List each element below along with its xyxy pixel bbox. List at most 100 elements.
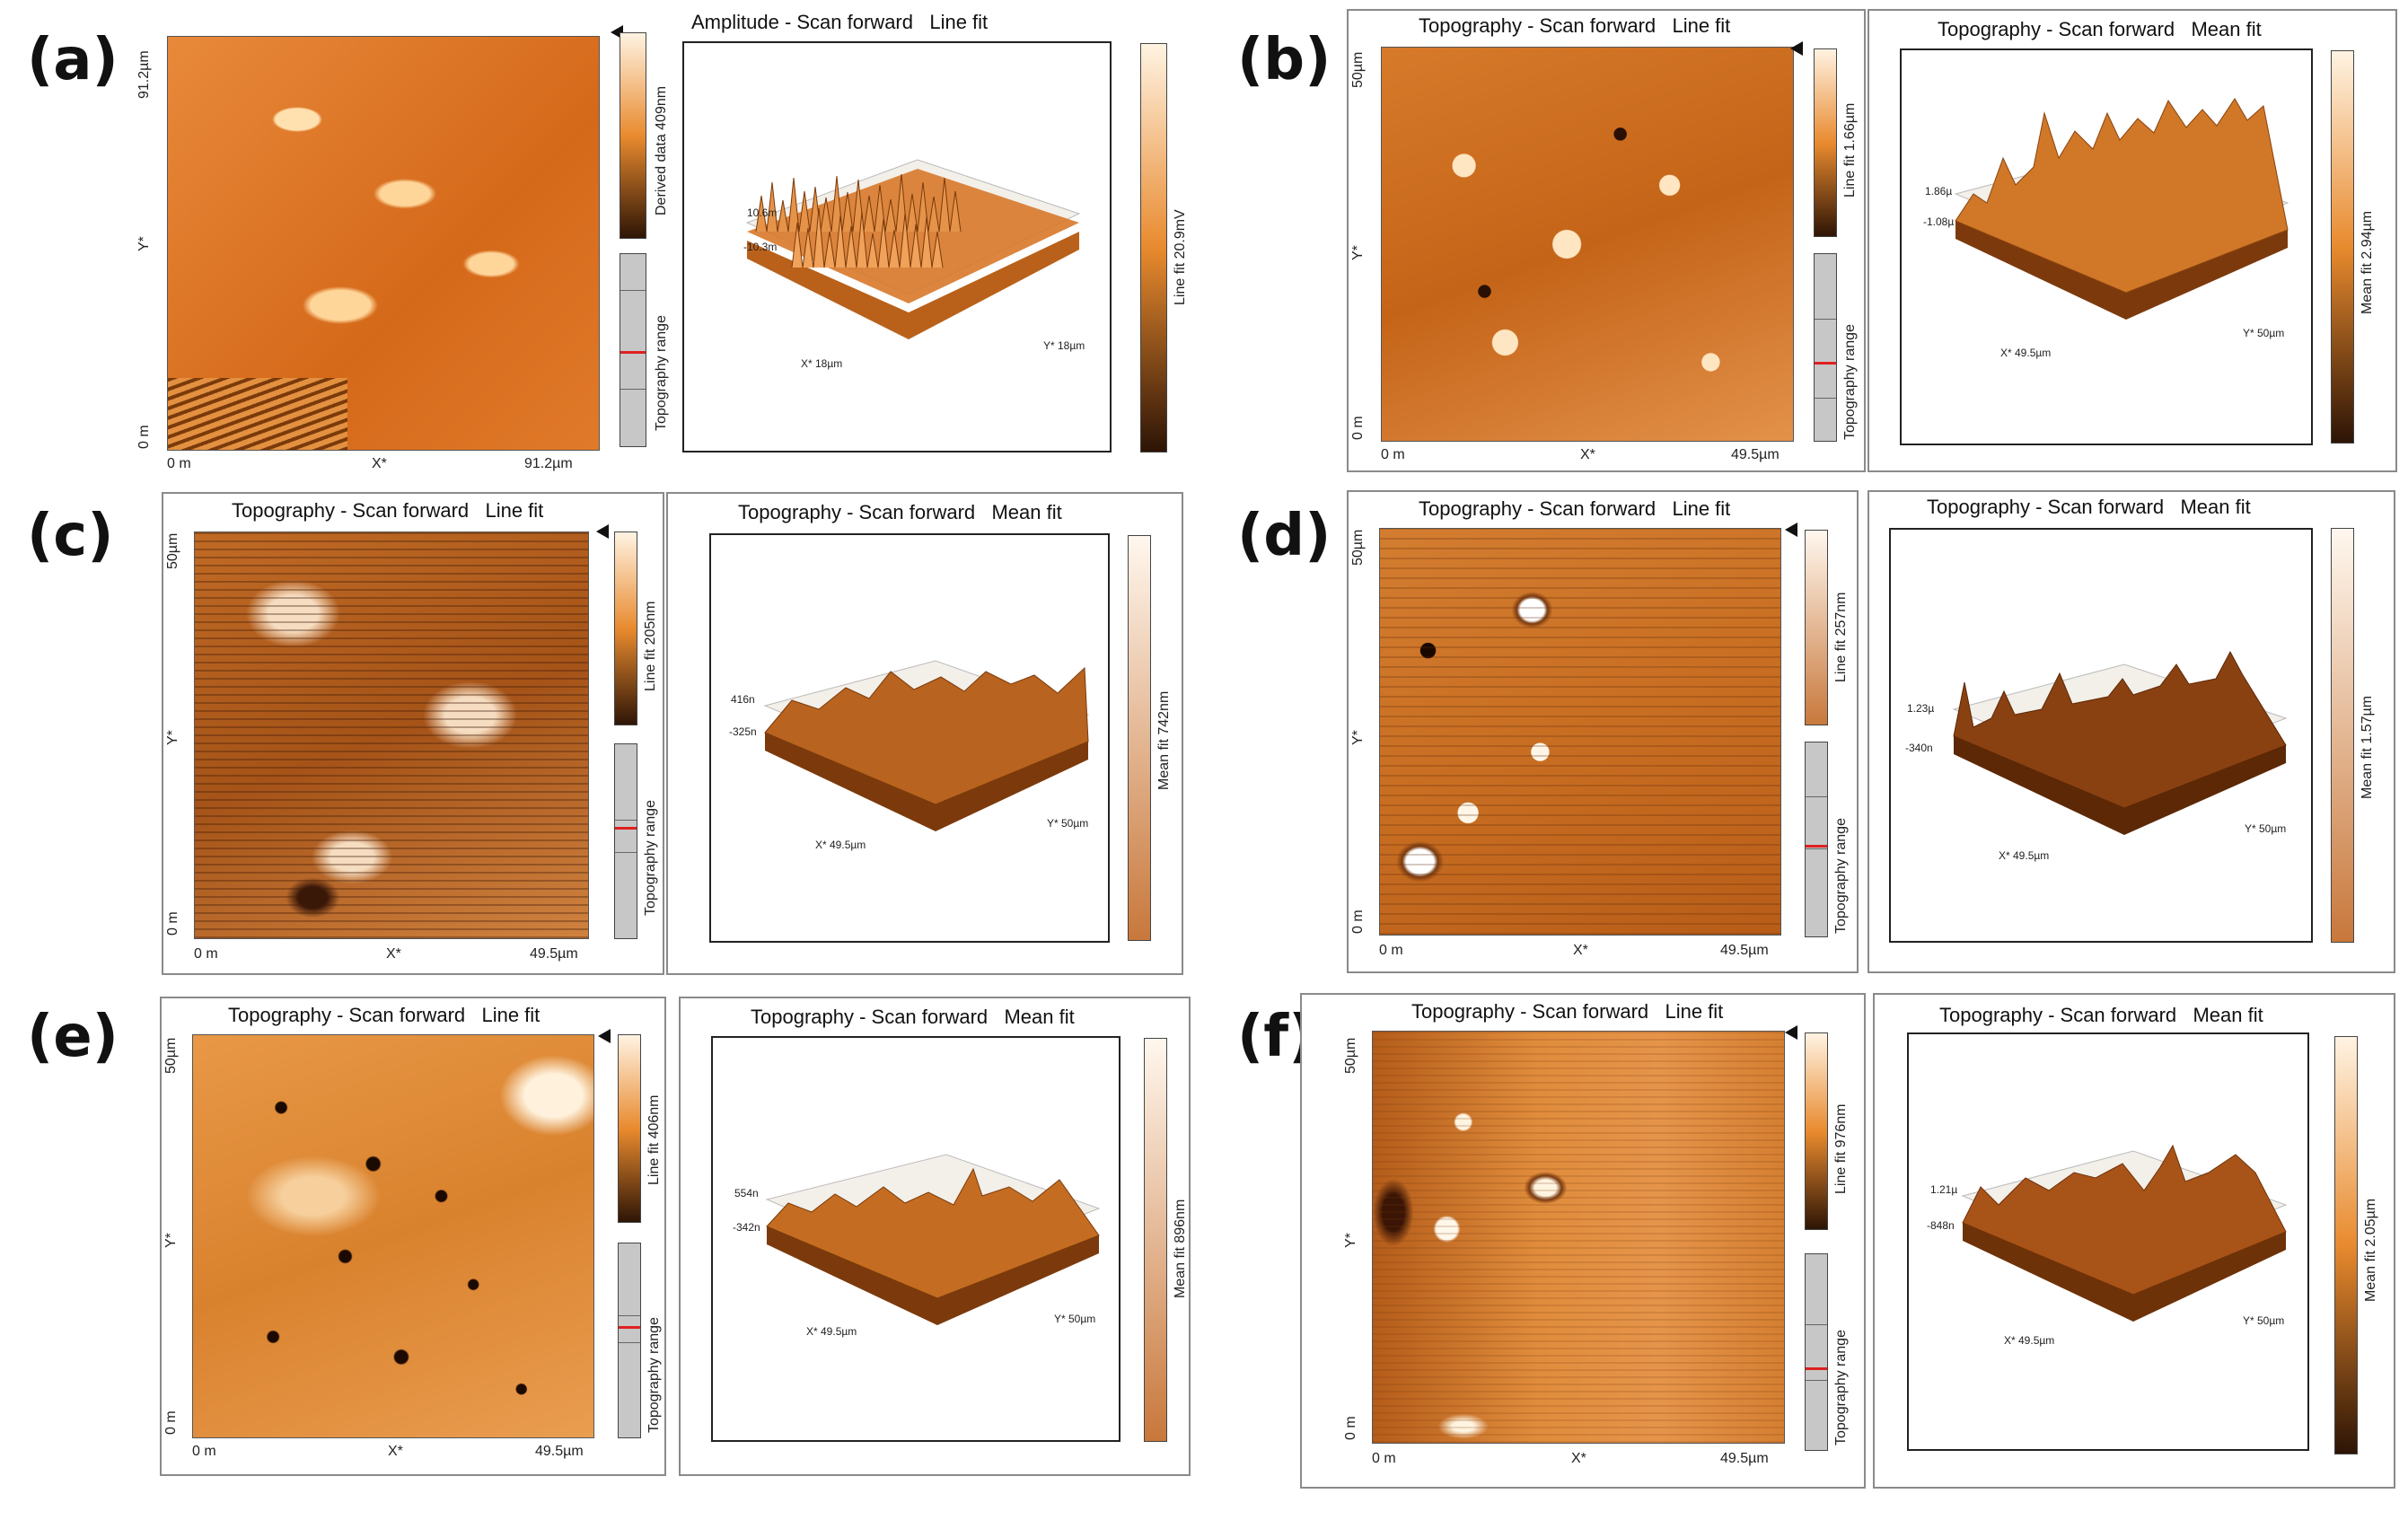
y-top-label-f: 50µm bbox=[1343, 1037, 1358, 1074]
panel-label-e: (e) bbox=[27, 1004, 119, 1070]
colorbar-f bbox=[1805, 1032, 1828, 1230]
afm-image-f bbox=[1372, 1031, 1785, 1444]
afm-image-a bbox=[167, 36, 600, 451]
x-axis-label-a: X* bbox=[372, 456, 387, 471]
colorbar-e bbox=[618, 1034, 641, 1223]
y-top-label-b: 50µm bbox=[1350, 51, 1366, 88]
panel-label-b: (b) bbox=[1237, 27, 1331, 93]
x-left-label-e: 0 m bbox=[192, 1444, 216, 1459]
panel-label-a: (a) bbox=[27, 27, 119, 93]
z-top-label-c: 416n bbox=[731, 693, 755, 706]
topography-range-d bbox=[1805, 742, 1828, 937]
left-title-d: Topography - Scan forward Line fit bbox=[1419, 497, 1731, 520]
surface-3d-e: 554n -342n X* 49.5µm Y* 50µm bbox=[711, 1036, 1121, 1442]
x-right-label-a: 91.2µm bbox=[524, 456, 573, 471]
right-title-c: Topography - Scan forward Mean fit bbox=[738, 501, 1062, 523]
marker-arrow-icon bbox=[1785, 1025, 1797, 1040]
surface-3d-f: 1.21µ -848n X* 49.5µm Y* 50µm bbox=[1907, 1032, 2309, 1451]
afm-image-b bbox=[1381, 47, 1794, 442]
x-axis-label-f: X* bbox=[1571, 1451, 1586, 1466]
colorbar-right-label-d: Mean fit 1.57µm bbox=[2360, 695, 2375, 799]
y-top-label-d: 50µm bbox=[1350, 529, 1366, 566]
y3d-label-b: Y* 50µm bbox=[2243, 327, 2285, 339]
afm-image-d bbox=[1379, 528, 1781, 936]
y-top-label-a: 91.2µm bbox=[136, 50, 152, 99]
right-title-a: Amplitude - Scan forward Line fit bbox=[691, 11, 989, 33]
colorbar-right-e bbox=[1144, 1038, 1167, 1442]
x3d-label-e: X* 49.5µm bbox=[806, 1325, 857, 1338]
surface-3d-c: 416n -325n X* 49.5µm Y* 50µm bbox=[709, 533, 1110, 943]
colorbar-right-label-f: Mean fit 2.05µm bbox=[2363, 1198, 2378, 1302]
colorbar-right-c bbox=[1128, 535, 1151, 941]
range-label-c: Topography range bbox=[643, 800, 658, 916]
x-right-label-e: 49.5µm bbox=[535, 1444, 584, 1459]
topography-range-c bbox=[614, 743, 637, 939]
x3d-label-c: X* 49.5µm bbox=[815, 839, 866, 851]
y-axis-label-a: Y* bbox=[136, 236, 152, 251]
z-top-label-e: 554n bbox=[734, 1187, 759, 1199]
left-title-e: Topography - Scan forward Line fit bbox=[228, 1004, 540, 1026]
right-title-f: Topography - Scan forward Mean fit bbox=[1939, 1004, 2263, 1026]
surface-3d-b: 1.86µ -1.08µ X* 49.5µm Y* 50µm bbox=[1900, 48, 2313, 445]
colorbar-right-label-b: Mean fit 2.94µm bbox=[2360, 210, 2375, 314]
y3d-label-c: Y* 50µm bbox=[1047, 817, 1089, 830]
x-axis-label-d: X* bbox=[1573, 943, 1588, 958]
afm-image-e bbox=[192, 1034, 594, 1438]
right-title-e: Topography - Scan forward Mean fit bbox=[751, 1006, 1075, 1028]
topography-range-f bbox=[1805, 1253, 1828, 1451]
x-right-label-c: 49.5µm bbox=[530, 946, 578, 962]
x-left-label-a: 0 m bbox=[167, 456, 191, 471]
colorbar-label-c: Line fit 205nm bbox=[643, 601, 658, 691]
z-bottom-label-b: -1.08µ bbox=[1923, 215, 1955, 228]
topography-range-e bbox=[618, 1243, 641, 1438]
range-label-a: Topography range bbox=[654, 315, 669, 431]
marker-arrow-icon bbox=[596, 524, 609, 539]
colorbar-label-a: Derived data 409nm bbox=[654, 85, 669, 215]
x3d-label-f: X* 49.5µm bbox=[2004, 1334, 2055, 1347]
marker-arrow-icon bbox=[1790, 41, 1803, 56]
y-axis-label-f: Y* bbox=[1343, 1233, 1358, 1248]
y-bottom-label-f: 0 m bbox=[1343, 1416, 1358, 1440]
x-right-label-f: 49.5µm bbox=[1720, 1451, 1769, 1466]
colorbar-right-label-c: Mean fit 742nm bbox=[1156, 690, 1172, 790]
x-right-label-d: 49.5µm bbox=[1720, 943, 1769, 958]
colorbar-right-d bbox=[2331, 528, 2354, 943]
right-title-b: Topography - Scan forward Mean fit bbox=[1938, 18, 2262, 40]
x3d-label-b: X* 49.5µm bbox=[2000, 347, 2052, 359]
z-top-label-d: 1.23µ bbox=[1907, 702, 1935, 715]
y3d-label-d: Y* 50µm bbox=[2245, 822, 2287, 835]
marker-arrow-icon bbox=[1785, 523, 1797, 537]
x3d-label-a: X* 18µm bbox=[801, 357, 843, 370]
colorbar-label-d: Line fit 257nm bbox=[1833, 592, 1849, 682]
y-bottom-label-e: 0 m bbox=[163, 1410, 179, 1435]
x-axis-label-e: X* bbox=[388, 1444, 403, 1459]
z-bottom-label-f: -848n bbox=[1927, 1219, 1955, 1232]
y-top-label-e: 50µm bbox=[163, 1037, 179, 1074]
x-left-label-f: 0 m bbox=[1372, 1451, 1396, 1466]
colorbar-c bbox=[614, 532, 637, 725]
z-top-label-a: 10.6m bbox=[747, 206, 778, 219]
left-title-c: Topography - Scan forward Line fit bbox=[232, 499, 544, 522]
y3d-label-a: Y* 18µm bbox=[1043, 339, 1085, 352]
topography-range-b bbox=[1814, 253, 1837, 442]
left-title-b: Topography - Scan forward Line fit bbox=[1419, 14, 1731, 37]
y-bottom-label-d: 0 m bbox=[1350, 909, 1366, 934]
x-axis-label-c: X* bbox=[386, 946, 401, 962]
z-top-label-f: 1.21µ bbox=[1930, 1183, 1958, 1196]
left-title-f: Topography - Scan forward Line fit bbox=[1411, 1000, 1724, 1023]
z-bottom-label-d: -340n bbox=[1905, 742, 1933, 754]
y-axis-label-c: Y* bbox=[165, 730, 180, 745]
right-title-d: Topography - Scan forward Mean fit bbox=[1927, 496, 2251, 518]
colorbar-a bbox=[620, 32, 646, 239]
panel-label-c: (c) bbox=[27, 503, 114, 569]
y-top-label-c: 50µm bbox=[165, 532, 180, 569]
range-label-f: Topography range bbox=[1833, 1330, 1849, 1445]
x-left-label-d: 0 m bbox=[1379, 943, 1403, 958]
y-bottom-label-a: 0 m bbox=[136, 425, 152, 449]
surface-3d-d: 1.23µ -340n X* 49.5µm Y* 50µm bbox=[1889, 528, 2313, 943]
y-bottom-label-c: 0 m bbox=[165, 911, 180, 936]
surface-3d-a: 10.6m -10.3m X* 18µm Y* 18µm bbox=[682, 41, 1112, 452]
topography-range-a bbox=[620, 253, 646, 447]
marker-arrow-icon bbox=[598, 1029, 611, 1043]
colorbar-label-f: Line fit 976nm bbox=[1833, 1103, 1849, 1194]
